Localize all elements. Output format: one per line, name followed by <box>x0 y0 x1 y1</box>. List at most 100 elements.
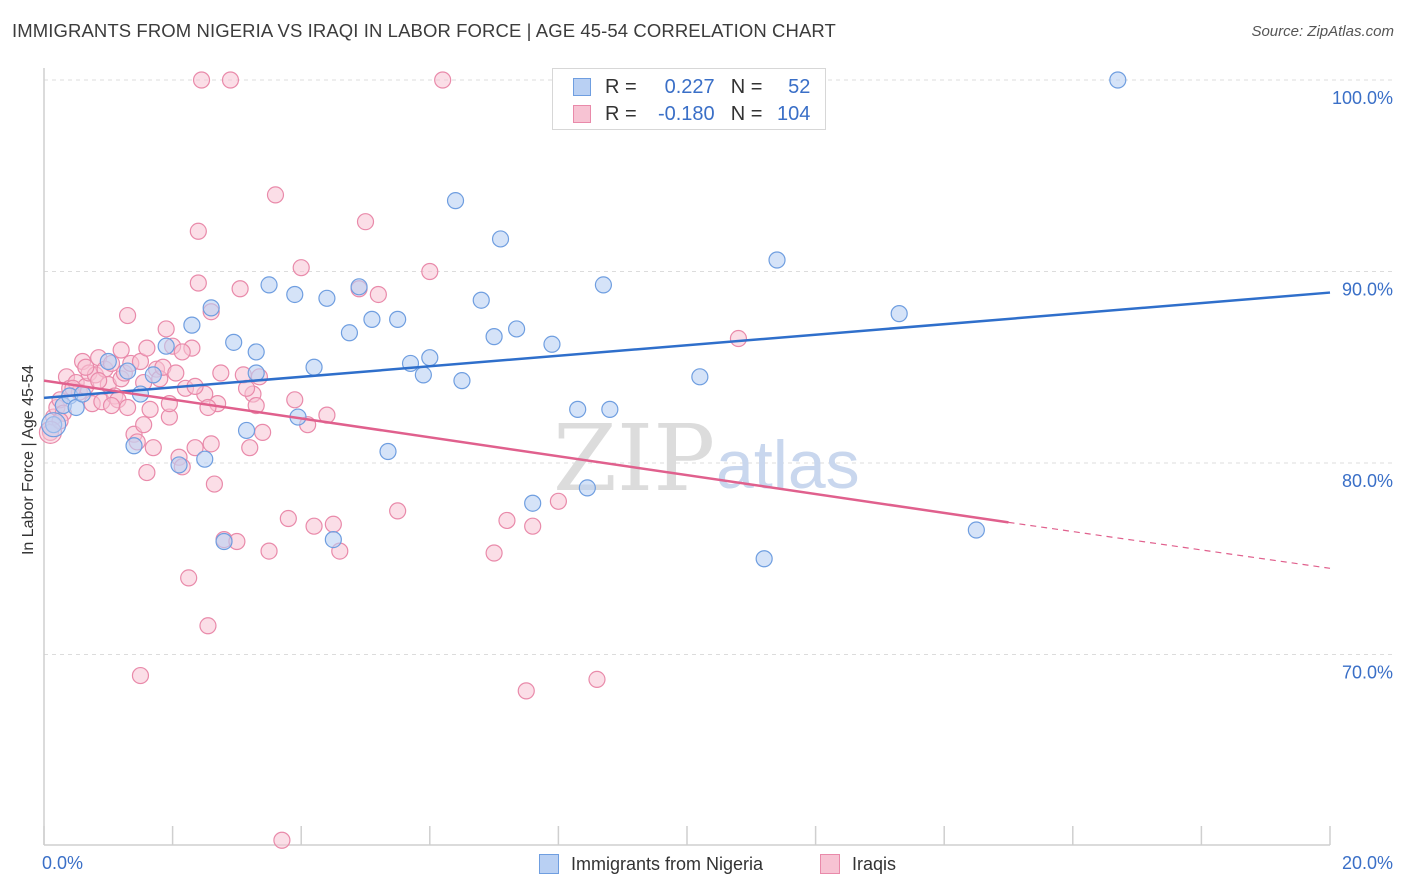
source-label: Source: ZipAtlas.com <box>1251 23 1394 40</box>
r-label: R = <box>605 75 637 98</box>
legend-label-iraqis: Iraqis <box>852 853 897 874</box>
nigeria-point <box>247 343 265 361</box>
iraqi-point <box>118 306 137 325</box>
nigeria-point <box>543 335 561 353</box>
series-nigeria <box>41 71 1127 568</box>
iraqi-trend-extension <box>1008 521 1331 569</box>
nigeria-point <box>472 291 490 309</box>
nigeria-point <box>215 532 233 551</box>
nigeria-point <box>421 349 439 367</box>
legend-item-iraqis: Iraqis <box>820 852 896 876</box>
iraqi-point <box>199 398 217 417</box>
nigeria-point <box>237 421 256 440</box>
iraqi-point <box>202 435 220 453</box>
nigeria-legend-icon <box>539 854 559 874</box>
nigeria-point <box>196 450 214 468</box>
nigeria-point <box>453 372 471 390</box>
nigeria-point <box>286 285 304 304</box>
nigeria-point <box>755 550 773 568</box>
trend-lines <box>43 291 1331 569</box>
iraqi-point <box>292 259 310 277</box>
iraqi-point <box>205 475 223 493</box>
nigeria-point <box>485 328 503 346</box>
r-value: 0.227 <box>664 75 715 98</box>
nigeria-point <box>260 276 278 294</box>
nigeria-point <box>144 366 162 384</box>
nigeria-point <box>379 442 397 461</box>
n-label: N = <box>730 102 763 125</box>
chart-title: IMMIGRANTS FROM NIGERIA VS IRAQI IN LABO… <box>12 20 836 41</box>
iraqi-point <box>131 666 150 685</box>
iraqi-point <box>192 71 211 89</box>
iraqi-point <box>389 502 407 520</box>
x-tick-label: 20.0% <box>1342 853 1393 873</box>
iraqi-point <box>135 416 153 434</box>
nigeria-point <box>247 364 265 382</box>
iraqi-point <box>144 439 162 457</box>
iraqi-point <box>141 400 159 418</box>
iraqi-point <box>138 463 156 482</box>
nigeria-point <box>569 400 587 418</box>
y-tick-label: 90.0% <box>1342 280 1393 300</box>
iraqi-point <box>199 617 217 635</box>
iraqi-point <box>421 262 439 281</box>
nigeria-point <box>183 316 201 334</box>
nigeria-point <box>1109 71 1127 89</box>
iraqi-point <box>434 71 452 89</box>
iraqi-point <box>186 439 204 457</box>
nigeria-point <box>99 352 117 371</box>
iraqi-point <box>254 423 272 441</box>
iraqi-point <box>112 341 130 359</box>
iraqi-point <box>189 222 207 240</box>
iraqi-point <box>305 517 323 535</box>
correlation-legend: R = 0.227 N = 52 R = -0.180 N = 104 <box>552 68 826 130</box>
r-label: R = <box>605 102 637 125</box>
iraqi-point <box>498 511 516 530</box>
legend-label-nigeria: Immigrants from Nigeria <box>571 853 764 874</box>
nigeria-point <box>305 358 323 376</box>
nigeria-swatch-icon <box>573 78 591 96</box>
nigeria-trend-line <box>43 291 1331 400</box>
iraqi-swatch-icon <box>573 105 591 123</box>
nigeria-point <box>389 310 407 328</box>
nigeria-point <box>508 320 526 338</box>
iraqi-point <box>118 398 137 417</box>
nigeria-point <box>225 333 243 351</box>
nigeria-point <box>414 366 432 384</box>
iraqi-point <box>173 343 191 361</box>
iraqi-point <box>231 280 249 298</box>
n-value: 104 <box>777 102 811 125</box>
tick-labels: 70.0% 80.0% 90.0% 100.0% 0.0% 20.0% <box>42 88 1393 873</box>
legend-row-iraqis: R = -0.180 N = 104 <box>573 102 810 126</box>
iraqi-point <box>485 544 503 562</box>
legend-row-nigeria: R = 0.227 N = 52 <box>573 75 810 99</box>
nigeria-point <box>594 276 613 294</box>
iraqi-point <box>286 391 304 409</box>
iraqi-point <box>167 364 185 382</box>
iraqi-point <box>279 509 297 528</box>
nigeria-point <box>578 479 596 497</box>
x-tick-label: 0.0% <box>42 853 83 873</box>
nigeria-point <box>967 521 985 539</box>
r-value: -0.180 <box>657 102 715 125</box>
nigeria-point <box>324 530 342 549</box>
axes <box>43 68 1331 846</box>
nigeria-point <box>350 278 368 296</box>
n-label: N = <box>730 75 763 98</box>
iraqi-point <box>90 372 108 390</box>
y-tick-label: 70.0% <box>1342 663 1393 683</box>
iraqi-point <box>369 285 387 304</box>
iraqi-point <box>260 542 278 560</box>
iraqi-point <box>77 358 95 376</box>
nigeria-point <box>318 289 336 307</box>
iraqi-point <box>266 186 285 204</box>
iraqi-point <box>247 396 265 415</box>
nigeria-point <box>691 368 709 386</box>
nigeria-point <box>601 400 619 418</box>
nigeria-point <box>768 251 786 269</box>
watermark: ZIP atlas <box>553 405 860 512</box>
iraqi-point <box>729 329 748 348</box>
iraqi-point <box>241 439 259 457</box>
iraqi-point <box>102 396 121 415</box>
